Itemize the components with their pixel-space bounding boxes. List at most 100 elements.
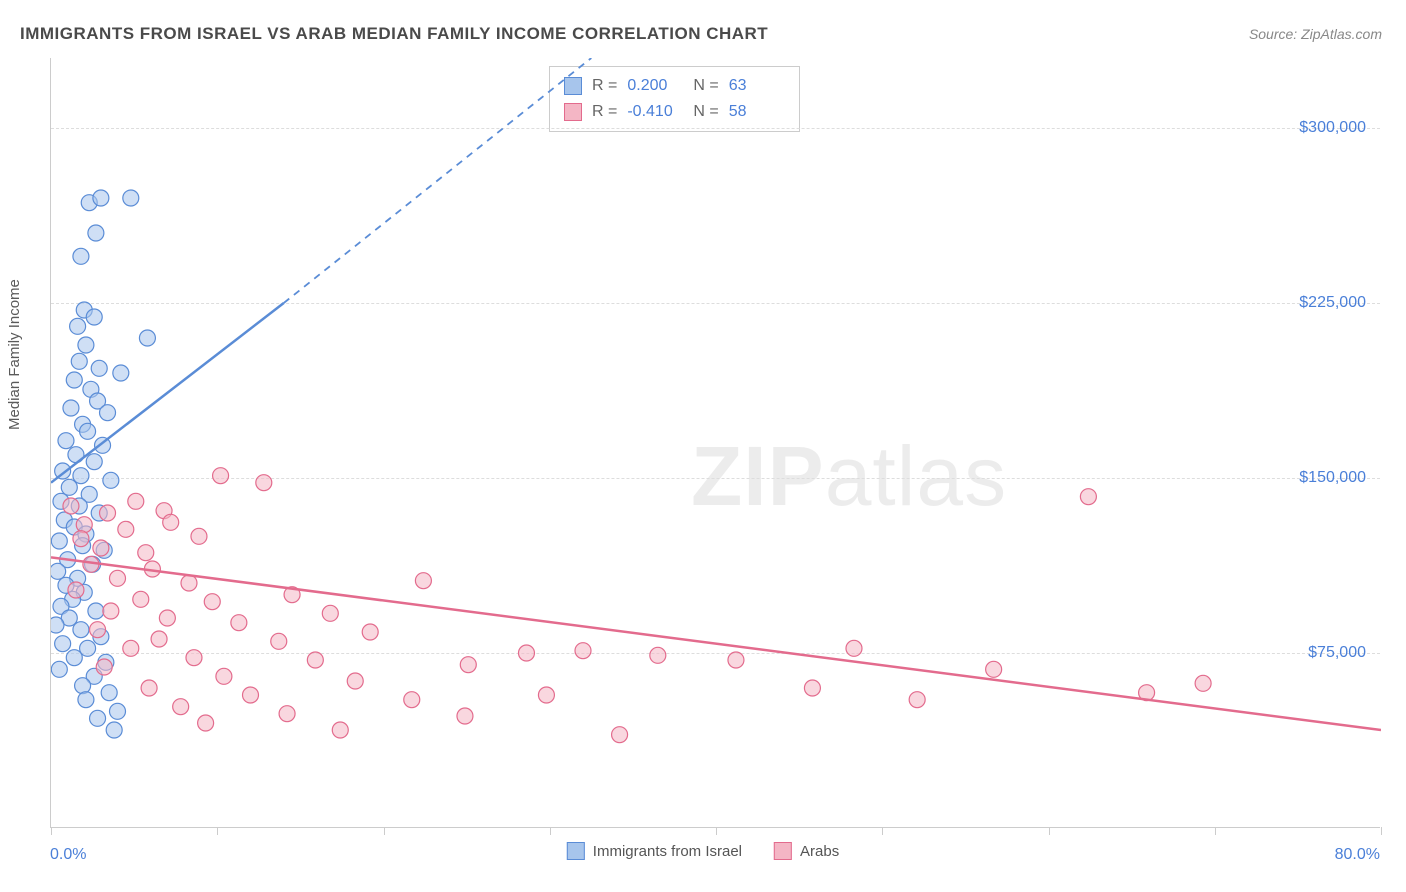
data-point <box>191 528 207 544</box>
data-point <box>307 652 323 668</box>
data-point <box>90 622 106 638</box>
trend-line <box>51 557 1381 730</box>
source-label: Source: ZipAtlas.com <box>1249 26 1382 42</box>
data-point <box>86 309 102 325</box>
x-tick <box>882 827 883 835</box>
data-point <box>86 454 102 470</box>
data-point <box>93 190 109 206</box>
data-point <box>110 703 126 719</box>
data-point <box>271 633 287 649</box>
data-point <box>118 521 134 537</box>
data-point <box>80 423 96 439</box>
x-tick <box>217 827 218 835</box>
data-point <box>139 330 155 346</box>
data-point <box>88 603 104 619</box>
data-point <box>846 640 862 656</box>
data-point <box>457 708 473 724</box>
data-point <box>1080 489 1096 505</box>
data-point <box>123 190 139 206</box>
data-point <box>73 248 89 264</box>
legend-label: Immigrants from Israel <box>593 843 742 860</box>
data-point <box>518 645 534 661</box>
data-point <box>70 318 86 334</box>
data-point <box>51 563 66 579</box>
data-point <box>90 710 106 726</box>
data-point <box>51 661 67 677</box>
data-point <box>78 692 94 708</box>
data-point <box>128 493 144 509</box>
data-point <box>51 533 67 549</box>
data-point <box>159 610 175 626</box>
data-point <box>231 615 247 631</box>
data-point <box>55 636 71 652</box>
data-point <box>198 715 214 731</box>
data-point <box>58 433 74 449</box>
data-point <box>804 680 820 696</box>
data-point <box>909 692 925 708</box>
data-point <box>68 582 84 598</box>
data-point <box>138 545 154 561</box>
data-point <box>63 498 79 514</box>
data-point <box>181 575 197 591</box>
series-legend: Immigrants from Israel Arabs <box>567 842 839 860</box>
data-point <box>100 405 116 421</box>
data-point <box>141 680 157 696</box>
data-point <box>612 727 628 743</box>
data-point <box>113 365 129 381</box>
data-point <box>538 687 554 703</box>
scatter-plot-area: R =0.200N =63R =-0.410N =58 ZIPatlas $75… <box>50 58 1380 828</box>
data-point <box>93 540 109 556</box>
data-point <box>460 657 476 673</box>
data-point <box>78 337 94 353</box>
legend-swatch <box>567 842 585 860</box>
data-point <box>332 722 348 738</box>
data-point <box>106 722 122 738</box>
legend-swatch <box>774 842 792 860</box>
data-point <box>728 652 744 668</box>
data-point <box>186 650 202 666</box>
data-point <box>133 591 149 607</box>
data-point <box>322 605 338 621</box>
x-tick <box>1215 827 1216 835</box>
data-point <box>216 668 232 684</box>
data-point <box>163 514 179 530</box>
data-point <box>101 685 117 701</box>
x-tick <box>1049 827 1050 835</box>
data-point <box>986 661 1002 677</box>
data-point <box>362 624 378 640</box>
data-point <box>100 505 116 521</box>
legend-item: Arabs <box>774 842 839 860</box>
data-point <box>151 631 167 647</box>
data-point <box>76 517 92 533</box>
data-point <box>71 353 87 369</box>
data-point <box>173 699 189 715</box>
legend-label: Arabs <box>800 843 839 860</box>
y-axis-label: Median Family Income <box>6 279 23 430</box>
data-point <box>63 400 79 416</box>
trend-line-dashed <box>284 58 592 303</box>
data-point <box>347 673 363 689</box>
x-tick <box>716 827 717 835</box>
data-point <box>51 617 64 633</box>
data-point <box>204 594 220 610</box>
data-point <box>88 225 104 241</box>
data-point <box>256 475 272 491</box>
data-point <box>243 687 259 703</box>
data-point <box>123 640 139 656</box>
data-point <box>110 570 126 586</box>
data-point <box>75 678 91 694</box>
x-tick <box>1381 827 1382 835</box>
data-point <box>73 622 89 638</box>
x-axis-min-label: 0.0% <box>50 846 86 864</box>
data-point <box>61 479 77 495</box>
data-point <box>404 692 420 708</box>
data-point <box>415 573 431 589</box>
data-point <box>650 647 666 663</box>
legend-item: Immigrants from Israel <box>567 842 742 860</box>
data-point <box>91 360 107 376</box>
data-point <box>103 472 119 488</box>
data-point <box>96 659 112 675</box>
x-tick <box>550 827 551 835</box>
data-point <box>66 372 82 388</box>
x-axis-max-label: 80.0% <box>1335 846 1380 864</box>
